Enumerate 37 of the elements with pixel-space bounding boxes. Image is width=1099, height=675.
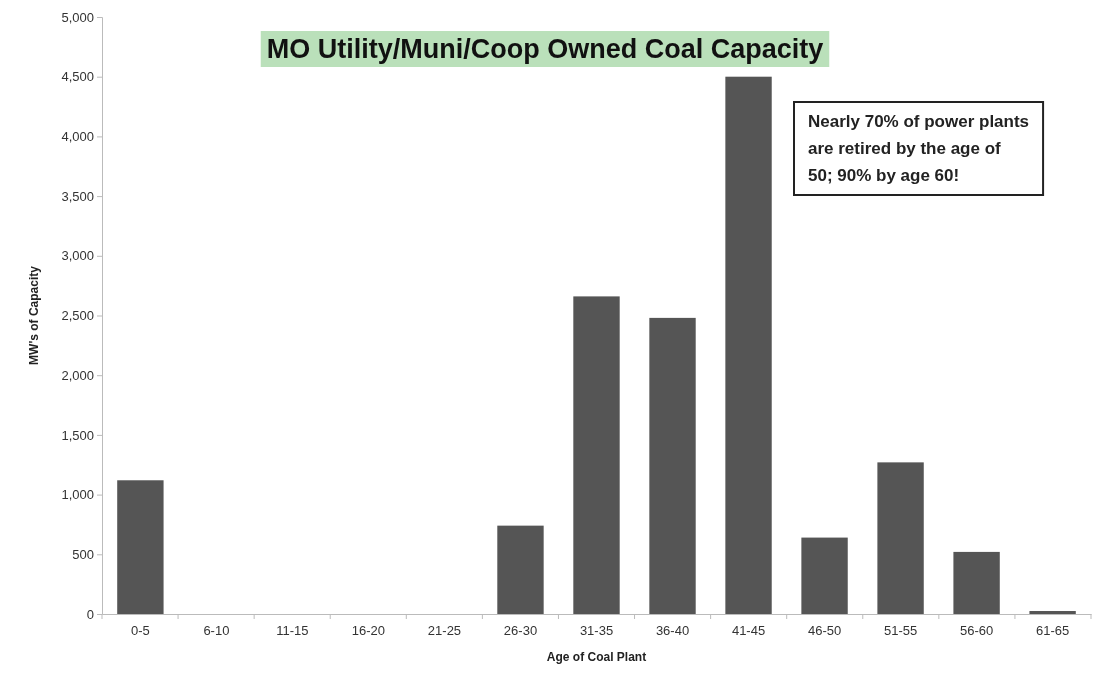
bar	[801, 537, 848, 614]
bar	[117, 480, 164, 614]
y-tick-label: 500	[72, 546, 94, 562]
bar	[877, 462, 924, 614]
bar	[725, 76, 772, 614]
bar	[1029, 611, 1076, 614]
x-tick-label: 61-65	[1035, 623, 1070, 639]
x-tick-label: 56-60	[959, 623, 994, 639]
x-tick-label: 51-55	[883, 623, 918, 639]
y-tick-label: 1,500	[61, 427, 94, 443]
x-tick-label: 46-50	[807, 623, 842, 639]
bar	[497, 525, 544, 614]
x-tick-label: 31-35	[579, 623, 614, 639]
x-tick-label: 41-45	[731, 623, 766, 639]
x-tick-label: 6-10	[203, 623, 230, 639]
y-tick-label: 1,000	[61, 487, 94, 503]
x-axis-title: Age of Coal Plant	[546, 650, 647, 664]
text: MO Utility/Muni/Coop Owned Coal Capacity	[266, 34, 824, 64]
y-tick-label: 3,500	[61, 188, 94, 204]
x-tick-label: 36-40	[655, 623, 690, 639]
x-tick-label: 0-5	[130, 623, 150, 639]
y-tick-label: 2,500	[61, 308, 94, 324]
annotation: Nearly 70% of power plants are retired by the age of 50; 90% by age 60!	[808, 112, 1030, 185]
x-tick-label: 11-15	[276, 623, 309, 639]
bar	[953, 551, 1000, 614]
y-tick-label: 3,000	[61, 248, 94, 264]
bar	[649, 317, 696, 614]
x-tick-label: 16-20	[351, 623, 386, 639]
x-tick-label: 26-30	[503, 623, 538, 639]
y-tick-label: 4,000	[61, 129, 94, 145]
y-tick-label: 2,000	[61, 367, 94, 383]
y-axis-title: MW's of Capacity	[27, 265, 41, 365]
y-tick-label: 0	[86, 606, 94, 622]
y-tick-label: 5,000	[61, 9, 94, 25]
bar	[573, 296, 620, 614]
x-tick-label: 21-25	[427, 623, 462, 639]
y-tick-label: 4,500	[61, 69, 94, 85]
